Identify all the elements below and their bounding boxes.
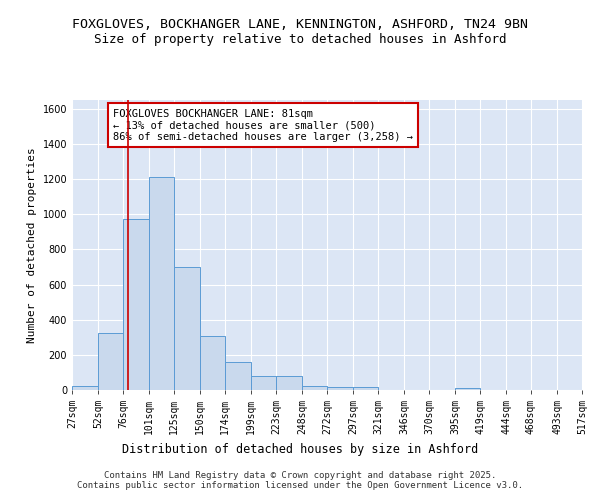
Bar <box>582 388 600 390</box>
Bar <box>276 376 302 390</box>
Bar <box>123 218 149 390</box>
Bar <box>327 388 353 390</box>
Bar <box>200 336 225 390</box>
Bar <box>72 386 98 390</box>
Bar <box>98 333 123 390</box>
Text: FOXGLOVES BOCKHANGER LANE: 81sqm
← 13% of detached houses are smaller (500)
86% : FOXGLOVES BOCKHANGER LANE: 81sqm ← 13% o… <box>113 108 413 142</box>
Bar <box>302 386 327 390</box>
Bar <box>353 388 378 390</box>
Text: Contains HM Land Registry data © Crown copyright and database right 2025.
Contai: Contains HM Land Registry data © Crown c… <box>77 470 523 490</box>
Text: Distribution of detached houses by size in Ashford: Distribution of detached houses by size … <box>122 442 478 456</box>
Bar <box>174 267 200 390</box>
Bar <box>149 178 174 390</box>
Text: Size of property relative to detached houses in Ashford: Size of property relative to detached ho… <box>94 32 506 46</box>
Text: FOXGLOVES, BOCKHANGER LANE, KENNINGTON, ASHFORD, TN24 9BN: FOXGLOVES, BOCKHANGER LANE, KENNINGTON, … <box>72 18 528 30</box>
Y-axis label: Number of detached properties: Number of detached properties <box>27 147 37 343</box>
Bar <box>225 362 251 390</box>
Bar <box>455 388 480 390</box>
Bar <box>251 376 276 390</box>
